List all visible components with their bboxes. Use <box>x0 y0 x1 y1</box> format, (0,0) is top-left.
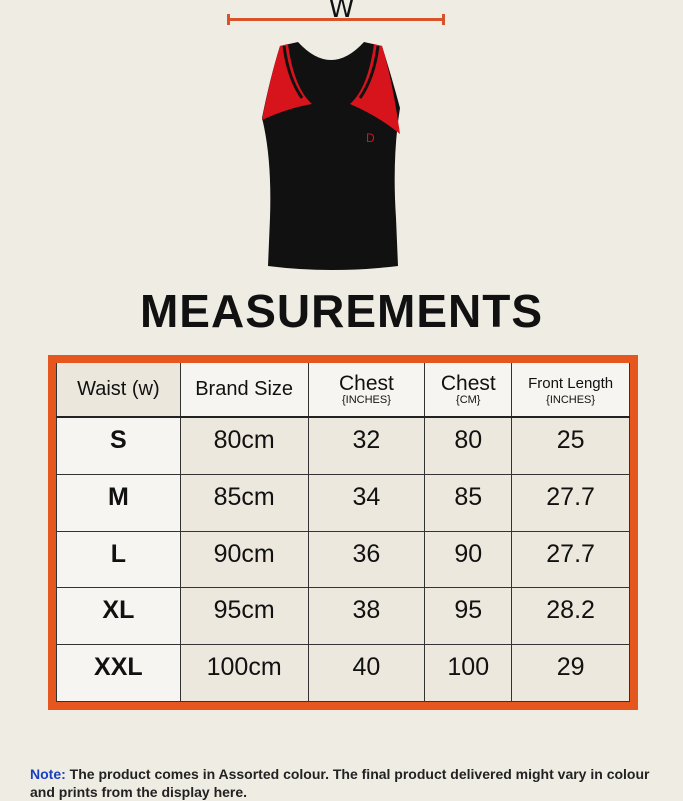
value-cell: 32 <box>307 416 426 475</box>
table-row: M 85cm 34 85 27.7 <box>56 473 630 532</box>
note-text: The product comes in Assorted colour. Th… <box>30 766 650 800</box>
table-row: XXL 100cm 40 100 29 <box>56 644 630 702</box>
header-label: Front Length <box>528 375 614 392</box>
header-unit: {INCHES} <box>341 394 391 406</box>
size-cell: L <box>56 530 181 589</box>
header-label: Chest <box>440 372 496 395</box>
value-cell: 29 <box>511 644 630 702</box>
size-chart: Waist (w) Brand Size Chest {INCHES} Chest {CM… <box>48 355 638 710</box>
value-cell: 38 <box>307 587 426 646</box>
size-cell: S <box>56 416 181 475</box>
header-label: Waist (w) <box>77 378 160 400</box>
column-header: Waist (w) <box>56 363 181 418</box>
value-cell: 34 <box>307 473 426 532</box>
size-cell: XL <box>56 587 181 646</box>
value-cell: 80 <box>424 416 513 475</box>
logo-mark: D <box>366 131 375 145</box>
note-label: Note: <box>30 766 66 782</box>
tank-top-image: D <box>262 42 400 270</box>
column-header: Chest {INCHES} <box>307 363 426 418</box>
size-cell: XXL <box>56 644 181 702</box>
value-cell: 90cm <box>179 530 309 589</box>
table-row: S 80cm 32 80 25 <box>56 416 630 475</box>
value-cell: 100cm <box>179 644 309 702</box>
header-label: Chest <box>339 372 394 395</box>
size-cell: M <box>56 473 181 532</box>
column-header: Brand Size <box>179 363 309 418</box>
header-label: Brand Size <box>195 378 294 400</box>
value-cell: 25 <box>511 416 630 475</box>
width-measure-line <box>227 14 445 25</box>
value-cell: 27.7 <box>511 530 630 589</box>
size-table: Waist (w) Brand Size Chest {INCHES} Chest {CM… <box>56 363 630 702</box>
value-cell: 28.2 <box>511 587 630 646</box>
table-row: XL 95cm 38 95 28.2 <box>56 587 630 646</box>
value-cell: 90 <box>424 530 513 589</box>
header-unit: {CM} <box>456 394 481 406</box>
note: Note: The product comes in Assorted colo… <box>30 765 670 801</box>
value-cell: 100 <box>424 644 513 702</box>
value-cell: 95cm <box>179 587 309 646</box>
column-header: Chest {CM} <box>424 363 513 418</box>
column-header: Front Length {INCHES} <box>511 363 630 418</box>
page-title: MEASUREMENTS <box>139 285 544 337</box>
value-cell: 95 <box>424 587 513 646</box>
table-row: L 90cm 36 90 27.7 <box>56 530 630 589</box>
value-cell: 85 <box>424 473 513 532</box>
value-cell: 85cm <box>179 473 309 532</box>
value-cell: 36 <box>307 530 426 589</box>
value-cell: 27.7 <box>511 473 630 532</box>
value-cell: 40 <box>307 644 426 702</box>
header-unit: {INCHES} <box>546 394 596 406</box>
header-row: Waist (w) Brand Size Chest {INCHES} Chest {CM… <box>56 363 630 418</box>
value-cell: 80cm <box>179 416 309 475</box>
